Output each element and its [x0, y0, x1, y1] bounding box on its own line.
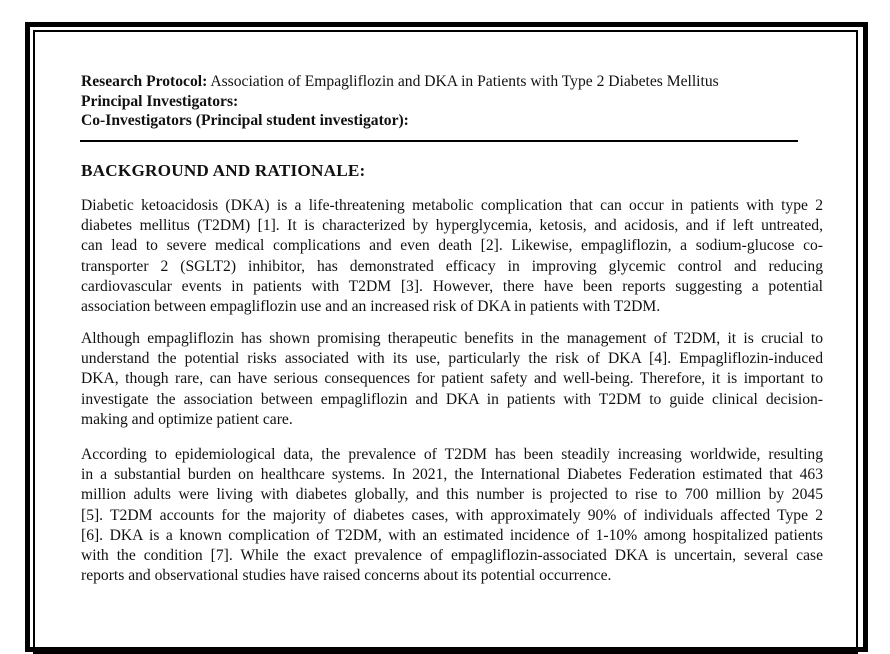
co-investigators-text: Co-Investigators (Principal student inve…	[81, 112, 409, 129]
paragraph-1: Diabetic ketoacidosis (DKA) is a life-th…	[81, 196, 823, 317]
paragraph-line: Diabetic ketoacidosis (DKA) is a life-th…	[81, 197, 823, 214]
principal-investigators-label: Principal Investigators:	[81, 92, 823, 112]
paragraph-line: reports and observational studies have r…	[81, 567, 612, 585]
protocol-label: Research Protocol:	[81, 73, 208, 90]
paragraph-line: transporter 2 (SGLT2) inhibitor, has dem…	[81, 257, 823, 275]
protocol-line: Research Protocol: Association of Empagl…	[81, 72, 823, 92]
paragraph-line: diabetes mellitus (T2DM) [1]. It is char…	[81, 217, 823, 235]
protocol-header: Research Protocol: Association of Empagl…	[81, 72, 823, 131]
paragraph-line: According to epidemiological data, the p…	[81, 446, 823, 463]
paragraph-line: understand the potential risks associate…	[81, 350, 823, 368]
section-heading: BACKGROUND AND RATIONALE:	[81, 161, 366, 180]
paragraph-2: Although empagliflozin has shown promisi…	[81, 329, 823, 430]
principal-investigators-text: Principal Investigators:	[81, 92, 239, 110]
paragraph-line: in a substantial burden on healthcare sy…	[81, 466, 823, 484]
paragraph-line: [5]. T2DM accounts for the majority of d…	[81, 506, 823, 524]
paragraph-3: According to epidemiological data, the p…	[81, 445, 823, 586]
paragraph-line: million adults were living with diabetes…	[81, 486, 823, 504]
paragraph-line: with the condition [7]. While the exact …	[81, 547, 823, 565]
paragraph-line: can lead to severe medical complications…	[81, 237, 823, 255]
paragraph-line: Although empagliflozin has shown promisi…	[81, 330, 823, 347]
co-investigators-label: Co-Investigators (Principal student inve…	[81, 111, 823, 131]
header-divider	[80, 140, 798, 142]
paragraph-line: association between empagliflozin use an…	[81, 298, 661, 316]
protocol-title: Association of Empagliflozin and DKA in …	[207, 73, 719, 90]
paragraph-line: DKA, though rare, can have serious conse…	[81, 370, 823, 388]
paragraph-line: cardiovascular events in patients with T…	[81, 277, 823, 295]
paragraph-line: making and optimize patient care.	[81, 410, 293, 428]
paragraph-line: investigate the association between empa…	[81, 390, 823, 408]
paragraph-line: [6]. DKA is a known complication of T2DM…	[81, 526, 823, 544]
